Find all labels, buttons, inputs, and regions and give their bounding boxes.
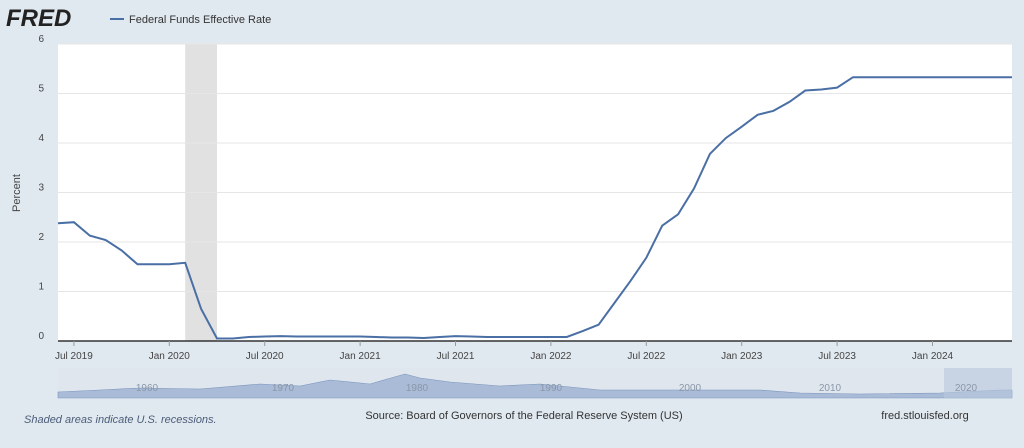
x-tick-label: Jul 2023 bbox=[818, 351, 856, 362]
x-tick-label: Jul 2022 bbox=[627, 351, 665, 362]
logo[interactable]: FRED bbox=[6, 5, 71, 32]
y-tick-label: 4 bbox=[38, 133, 44, 144]
x-tick-label: Jan 2023 bbox=[721, 351, 763, 362]
x-tick-label: Jul 2020 bbox=[246, 351, 284, 362]
y-tick-label: 1 bbox=[38, 282, 44, 293]
x-tick-label: Jan 2024 bbox=[912, 351, 954, 362]
footer-source: Source: Board of Governors of the Federa… bbox=[365, 410, 682, 422]
y-tick-label: 0 bbox=[38, 331, 44, 342]
navigator-label: 1970 bbox=[272, 383, 295, 394]
y-tick-label: 6 bbox=[38, 34, 44, 45]
navigator-label: 1990 bbox=[540, 383, 563, 394]
x-tick-label: Jan 2020 bbox=[149, 351, 191, 362]
x-tick-label: Jul 2019 bbox=[55, 351, 93, 362]
y-tick-label: 2 bbox=[38, 232, 44, 243]
navigator-label: 2010 bbox=[819, 383, 842, 394]
footer-site[interactable]: fred.stlouisfed.org bbox=[881, 410, 968, 422]
navigator-label: 2020 bbox=[955, 383, 978, 394]
navigator-label: 2000 bbox=[679, 383, 702, 394]
y-tick-label: 5 bbox=[38, 84, 44, 95]
navigator-label: 1980 bbox=[406, 383, 429, 394]
series-line bbox=[57, 76, 1012, 340]
footer-note: Shaded areas indicate U.S. recessions. bbox=[24, 414, 217, 426]
x-tick-label: Jan 2021 bbox=[340, 351, 382, 362]
navigator-window[interactable] bbox=[944, 368, 1012, 398]
y-axis-label: Percent bbox=[11, 174, 23, 212]
y-tick-label: 3 bbox=[38, 183, 44, 194]
x-tick-label: Jan 2022 bbox=[530, 351, 572, 362]
legend-label: Federal Funds Effective Rate bbox=[129, 14, 271, 26]
x-tick-label: Jul 2021 bbox=[437, 351, 475, 362]
navigator-label: 1960 bbox=[136, 383, 159, 394]
